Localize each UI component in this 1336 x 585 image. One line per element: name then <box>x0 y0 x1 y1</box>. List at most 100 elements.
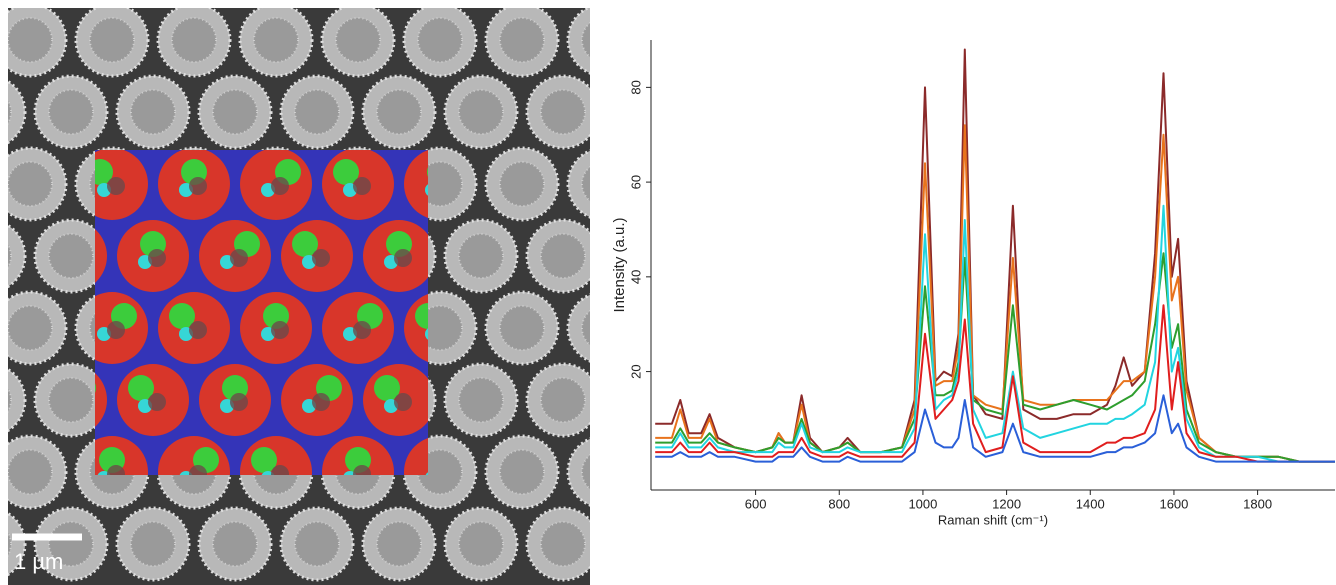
map-cyan <box>589 183 603 197</box>
map-core <box>640 393 658 411</box>
particle <box>8 223 27 289</box>
particle-core <box>8 305 53 351</box>
map-green <box>632 231 658 257</box>
x-tick-label: 1800 <box>1243 496 1272 511</box>
particle-core <box>499 161 545 207</box>
map-cyan <box>630 255 644 269</box>
particle-core <box>540 233 586 279</box>
particle-core <box>458 233 504 279</box>
map-green <box>169 303 195 329</box>
particle-core <box>48 89 94 135</box>
map-core <box>640 537 658 555</box>
map-cyan <box>589 471 603 485</box>
particle <box>609 76 681 148</box>
particle-core <box>8 99 12 125</box>
map-green <box>128 375 154 401</box>
map-particle <box>404 438 428 475</box>
particle-core <box>581 165 590 203</box>
particle-core <box>294 89 340 135</box>
particle <box>363 0 435 4</box>
map-particle <box>609 364 681 436</box>
map-core <box>271 321 289 339</box>
map-cyan <box>589 39 603 53</box>
map-green <box>292 231 318 257</box>
particle <box>0 0 25 4</box>
map-cyan <box>425 184 428 196</box>
spectrum-line <box>655 204 1335 463</box>
map-green <box>95 159 113 185</box>
map-core <box>271 177 289 195</box>
particle-core <box>48 377 94 423</box>
map-particle <box>95 229 107 283</box>
map-particle <box>609 0 681 4</box>
y-tick-label: 20 <box>628 364 643 378</box>
map-green <box>95 383 96 393</box>
particle-core <box>48 233 94 279</box>
map-core <box>230 249 248 267</box>
x-axis-label: Raman shift (cm⁻¹) <box>938 512 1048 527</box>
particle-core <box>8 387 12 413</box>
y-axis-label: Intensity (a.u.) <box>611 217 628 312</box>
map-core <box>599 321 617 339</box>
particle-core <box>8 449 53 495</box>
y-tick-label: 60 <box>628 175 643 189</box>
particle <box>35 0 107 4</box>
chart: 20 40 60 80 600 800 1000 1200 1400 1600 1800 Raman … <box>611 40 1335 527</box>
particle-core <box>499 305 545 351</box>
particle-core <box>581 453 590 491</box>
map-cyan <box>425 472 428 475</box>
particle-core <box>335 17 381 63</box>
map-core <box>0 249 2 267</box>
particle-core <box>8 161 53 207</box>
map-core <box>230 393 248 411</box>
particle-core <box>623 90 667 134</box>
particle-core <box>130 521 176 567</box>
x-tick-label: 1600 <box>1159 496 1188 511</box>
spectrum-line <box>655 252 1335 463</box>
particle <box>8 367 27 433</box>
particle-core <box>8 243 12 269</box>
particle-core <box>376 521 422 567</box>
map-particle <box>404 150 428 218</box>
map-particle <box>609 508 681 580</box>
spectrum-line <box>655 304 1335 463</box>
particle-core <box>540 89 586 135</box>
map-core <box>353 177 371 195</box>
scale-bar-label: 1 µm <box>14 549 63 574</box>
map-green <box>333 159 359 185</box>
particle <box>609 0 681 4</box>
map-core <box>189 465 207 475</box>
y-tick-label: 80 <box>628 80 643 94</box>
map-core <box>107 177 125 195</box>
spectrum-line <box>655 48 1335 463</box>
map-particle <box>445 0 517 4</box>
map-green <box>415 303 428 329</box>
map-core <box>312 393 330 411</box>
map-core <box>353 465 371 475</box>
map-core <box>148 249 166 267</box>
map-core <box>0 105 2 123</box>
particle-core <box>623 378 667 422</box>
map-particle <box>363 0 435 4</box>
particle <box>566 437 590 507</box>
particle-core <box>48 521 94 567</box>
map-particle <box>527 0 599 4</box>
map-core <box>599 33 617 51</box>
particle-core <box>499 17 545 63</box>
map-core <box>599 177 617 195</box>
map-particle <box>35 0 107 4</box>
particle-core <box>458 89 504 135</box>
map-core <box>312 249 330 267</box>
map-particle <box>0 0 25 4</box>
particle-core <box>623 522 667 566</box>
map-green <box>251 447 277 473</box>
particle-core <box>499 449 545 495</box>
particle <box>609 364 681 436</box>
particle <box>199 0 271 4</box>
particle-core <box>171 17 217 63</box>
map-green <box>0 375 2 401</box>
map-cyan <box>425 328 428 340</box>
particle-core <box>540 521 586 567</box>
particle <box>527 0 599 4</box>
map-green <box>644 519 670 545</box>
